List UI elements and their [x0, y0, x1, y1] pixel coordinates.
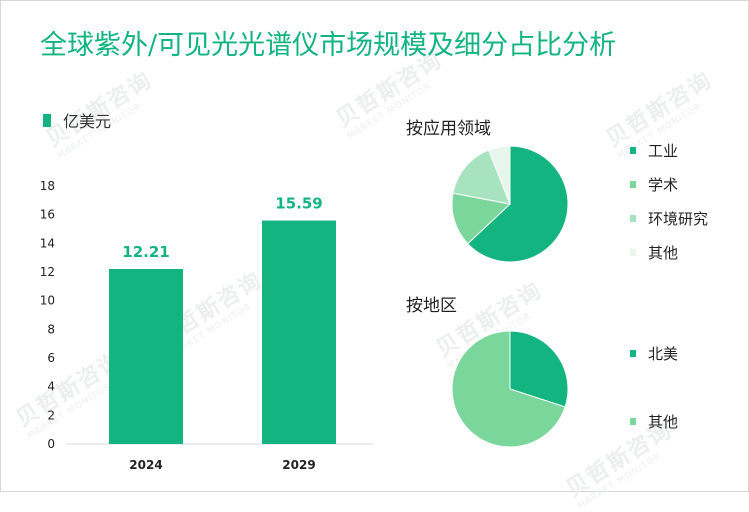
legend-label: 其他 [648, 244, 679, 262]
y-tick-label: 8 [47, 322, 55, 336]
legend-label: 其他 [648, 413, 679, 431]
pie-title-region: 按地区 [406, 296, 457, 316]
legend-item: 环境研究 [630, 208, 708, 229]
legend-item: 其他 [630, 242, 678, 263]
data-label: 12.21 [122, 243, 169, 261]
legend-item: 学术 [630, 174, 678, 195]
legend-item: 北美 [630, 343, 678, 364]
legend-swatch [630, 350, 636, 357]
pie-slice [452, 149, 511, 205]
pie-chart-application [451, 145, 569, 263]
data-label: 15.59 [275, 195, 322, 213]
legend-label: 工业 [648, 142, 679, 160]
legend-label: 环境研究 [648, 210, 709, 228]
pie-slice [487, 145, 511, 205]
pie-title-application: 按应用领域 [406, 119, 491, 139]
y-tick-label: 6 [47, 351, 55, 365]
legend-label: 亿美元 [63, 112, 112, 131]
pie-slice [451, 330, 566, 448]
legend-swatch [630, 215, 636, 222]
y-tick-label: 18 [40, 179, 55, 193]
legend-label: 北美 [648, 345, 679, 363]
y-tick-label: 2 [47, 408, 55, 422]
bar-legend: 亿美元 [43, 108, 111, 132]
legend-item: 其他 [630, 411, 678, 432]
bar [109, 268, 183, 444]
y-tick-label: 0 [47, 437, 55, 451]
legend-swatch [630, 249, 636, 256]
bar-chart: 0 2 4 6 8 10 12 14 16 18 12.21 2024 15.59 2029 [40, 179, 373, 472]
page-title: 全球紫外/可见光光谱仪市场规模及细分占比分析 [40, 30, 617, 61]
legend-swatch [630, 181, 636, 188]
pie-slice [467, 145, 569, 263]
legend-swatch [630, 418, 636, 425]
legend-swatch [43, 113, 51, 127]
y-tick-label: 4 [47, 380, 55, 394]
bar [262, 220, 336, 444]
pie-slice [509, 330, 569, 408]
pie-slice [451, 192, 512, 245]
x-tick-label: 2024 [129, 458, 162, 472]
y-tick-label: 14 [40, 236, 55, 250]
legend-item: 工业 [630, 140, 678, 161]
y-tick-label: 12 [40, 265, 55, 279]
y-tick-label: 16 [40, 208, 55, 222]
pie-chart-region [451, 330, 569, 448]
x-tick-label: 2029 [282, 458, 315, 472]
legend-swatch [630, 147, 636, 154]
y-tick-label: 10 [40, 294, 55, 308]
legend-label: 学术 [648, 176, 679, 194]
